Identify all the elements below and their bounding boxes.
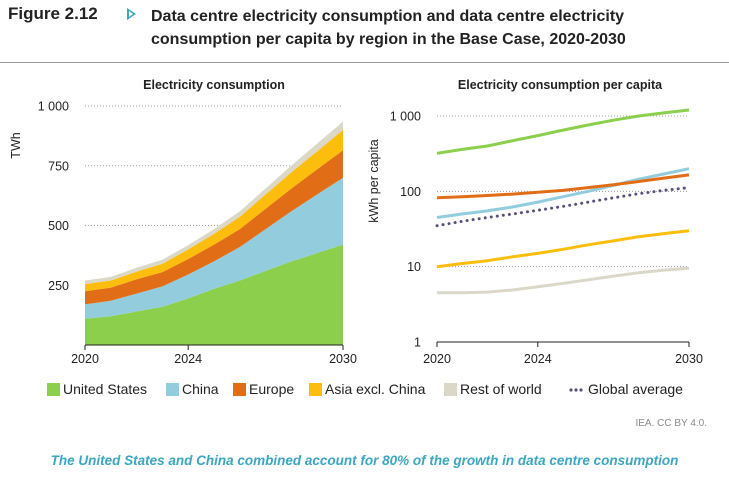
right-y-tick-label: 100 <box>400 185 421 199</box>
right-chart-title: Electricity consumption per capita <box>458 78 663 92</box>
left-y-axis-label: TWh <box>9 132 23 158</box>
right-x-tick-label: 2030 <box>675 352 703 366</box>
legend-dot-ga <box>569 388 573 392</box>
right-x-tick-label: 2020 <box>423 352 451 366</box>
line-united-states <box>436 108 690 155</box>
legend-swatch-rw <box>444 383 457 396</box>
legend-label-us: United States <box>63 381 147 397</box>
area-china <box>85 177 343 319</box>
left-y-tick-label: 1 000 <box>38 100 69 114</box>
legend-dot-ga <box>574 388 578 392</box>
right-y-tick-label: 10 <box>407 260 421 274</box>
left-x-tick-label: 2024 <box>174 352 202 366</box>
left-chart-title: Electricity consumption <box>143 78 285 92</box>
legend-swatch-cn <box>166 383 179 396</box>
legend-swatch-eu <box>233 383 246 396</box>
figure-title: Data centre electricity consumption and … <box>151 8 626 48</box>
right-y-tick-label: 1 <box>414 336 421 350</box>
line-rest-of-world <box>437 266 690 295</box>
legend-label-as: Asia excl. China <box>325 381 426 397</box>
legend-label-ga: Global average <box>588 381 683 397</box>
figure-caption: The United States and China combined acc… <box>50 453 679 468</box>
legend-label-cn: China <box>182 381 219 397</box>
legend-swatch-us <box>47 383 60 396</box>
line-europe <box>436 173 690 200</box>
left-x-tick-label: 2020 <box>71 352 99 366</box>
left-y-tick-label: 250 <box>48 279 69 293</box>
line-china <box>436 167 690 219</box>
legend-label-rw: Rest of world <box>460 381 542 397</box>
left-x-tick-label: 2030 <box>329 352 357 366</box>
legend-label-eu: Europe <box>249 381 294 397</box>
area-europe <box>85 150 343 305</box>
figure-label: Figure 2.12 <box>8 4 98 23</box>
area-united-states <box>85 244 343 345</box>
figure-header: Figure 2.12 Data centre electricity cons… <box>0 0 729 60</box>
right-y-axis-label: kWh per capita <box>367 139 381 222</box>
line-asia-excl-china <box>436 229 690 269</box>
right-y-tick-label: 1 000 <box>390 110 421 124</box>
left-y-tick-label: 500 <box>48 219 69 233</box>
right-x-tick-label: 2024 <box>524 352 552 366</box>
figure-arrow-icon <box>127 8 136 20</box>
left-y-tick-label: 750 <box>48 159 69 173</box>
header-divider <box>0 62 729 63</box>
legend-dot-ga <box>579 388 583 392</box>
line-global-average <box>435 186 691 228</box>
source-note: IEA. CC BY 4.0. <box>635 418 707 429</box>
legend-swatch-as <box>309 383 322 396</box>
